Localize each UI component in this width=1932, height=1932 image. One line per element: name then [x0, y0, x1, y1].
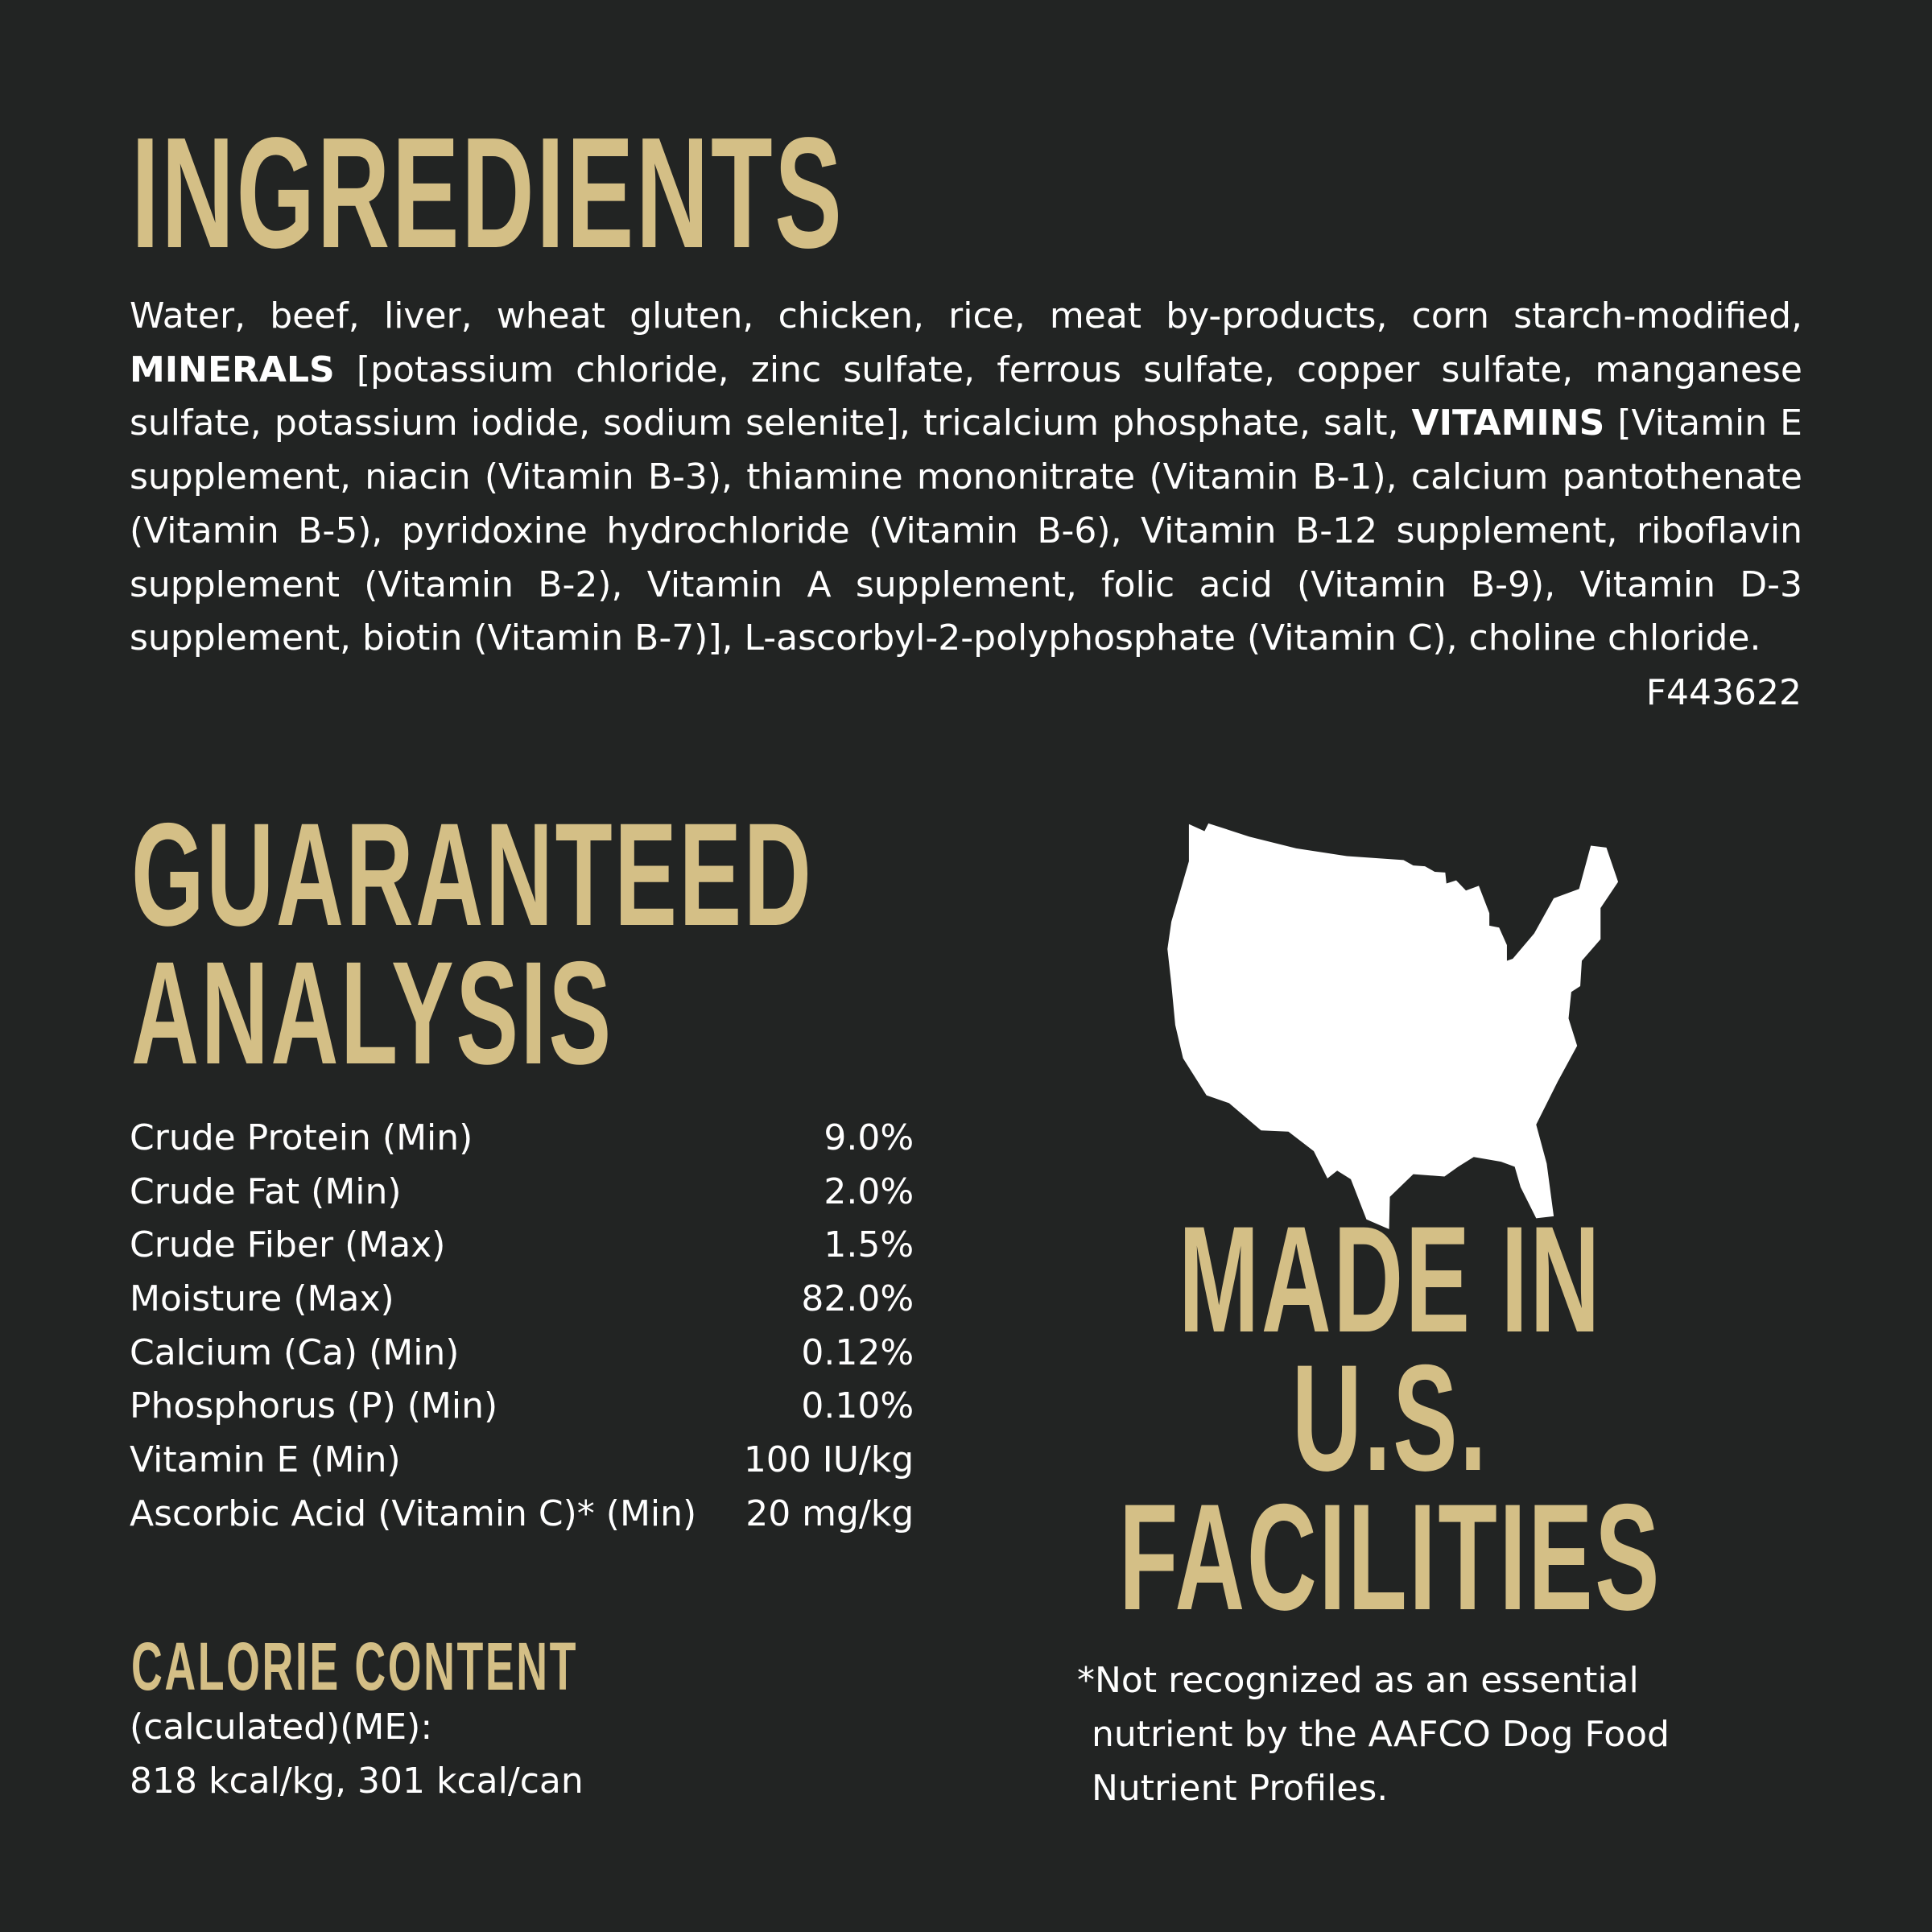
nutrient-value: 82.0% — [801, 1278, 914, 1319]
footnote-line2: nutrient by the AAFCO Dog Food — [1092, 1714, 1670, 1755]
calorie-line2: 818 kcal/kg, 301 kcal/can — [130, 1761, 584, 1802]
nutrient-value: 1.5% — [824, 1224, 914, 1266]
analysis-row: Calcium (Ca) (Min) 0.12% — [130, 1326, 914, 1380]
minerals-text: [potassium chloride, zinc sulfate, ferro… — [130, 349, 1802, 444]
nutrient-value: 0.12% — [801, 1331, 914, 1373]
usa-map-icon — [1167, 823, 1619, 1229]
analysis-row: Crude Fat (Min) 2.0% — [130, 1165, 914, 1219]
calorie-heading: CALORIE CONTENT — [131, 1629, 579, 1704]
nutrient-label: Calcium (Ca) (Min) — [130, 1331, 460, 1373]
nutrient-label: Vitamin E (Min) — [130, 1439, 401, 1480]
vitamins-label: VITAMINS — [1411, 402, 1605, 444]
made-in-line1: MADE IN — [1179, 1195, 1602, 1364]
analysis-row: Crude Fiber (Max) 1.5% — [130, 1218, 914, 1272]
analysis-table: Crude Protein (Min) 9.0% Crude Fat (Min) 2.… — [130, 1111, 914, 1541]
analysis-row: Phosphorus (P) (Min) 0.10% — [130, 1379, 914, 1433]
analysis-heading-line2: ANALYSIS — [131, 931, 613, 1095]
nutrient-value: 20 mg/kg — [745, 1492, 914, 1534]
analysis-row: Ascorbic Acid (Vitamin C)* (Min) 20 mg/kg — [130, 1487, 914, 1541]
analysis-row: Moisture (Max) 82.0% — [130, 1272, 914, 1326]
made-in-line3: FACILITIES — [1118, 1472, 1662, 1641]
minerals-label: MINERALS — [130, 349, 335, 390]
made-in-line2: U.S. — [1291, 1333, 1489, 1502]
nutrient-label: Moisture (Max) — [130, 1278, 394, 1319]
footnote-line1: *Not recognized as an essential — [1077, 1660, 1639, 1701]
analysis-row: Vitamin E (Min) 100 IU/kg — [130, 1433, 914, 1487]
vitamins-text: [Vitamin E supplement, niacin (Vitamin B… — [130, 402, 1802, 659]
nutrient-value: 100 IU/kg — [743, 1439, 914, 1480]
nutrient-label: Crude Fat (Min) — [130, 1170, 402, 1212]
nutrient-label: Ascorbic Acid (Vitamin C)* (Min) — [130, 1492, 697, 1534]
nutrient-value: 2.0% — [824, 1170, 914, 1212]
ingredients-list: Water, beef, liver, wheat gluten, chicke… — [130, 290, 1802, 666]
nutrient-value: 0.10% — [801, 1385, 914, 1427]
ingredients-text: Water, beef, liver, wheat gluten, chicke… — [130, 295, 1802, 336]
footnote-line3: Nutrient Profiles. — [1092, 1768, 1389, 1809]
analysis-heading-line1: GUARANTEED — [131, 792, 814, 956]
ingredients-heading: INGREDIENTS — [131, 105, 844, 281]
nutrient-label: Crude Fiber (Max) — [130, 1224, 446, 1266]
nutrient-label: Crude Protein (Min) — [130, 1117, 473, 1158]
nutrient-label: Phosphorus (P) (Min) — [130, 1385, 498, 1427]
nutrient-value: 9.0% — [824, 1117, 914, 1158]
product-code: F443622 — [1645, 672, 1802, 713]
analysis-row: Crude Protein (Min) 9.0% — [130, 1111, 914, 1165]
calorie-line1: (calculated)(ME): — [130, 1707, 433, 1748]
